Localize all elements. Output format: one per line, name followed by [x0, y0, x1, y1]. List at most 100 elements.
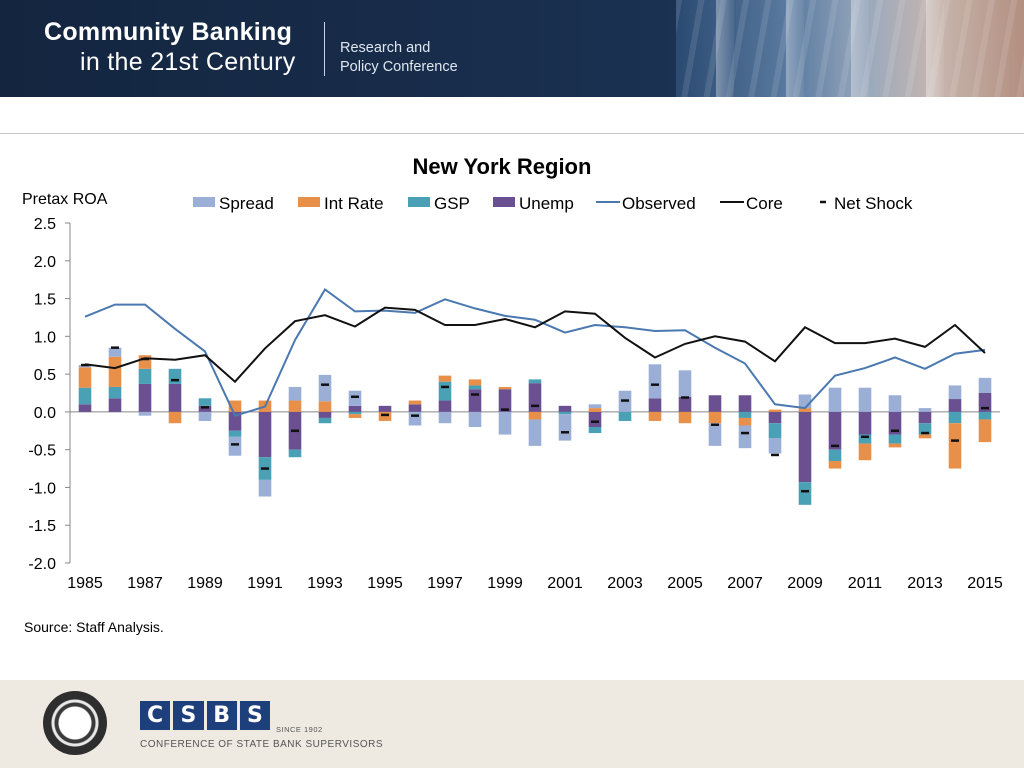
bar-int_rate [528, 411, 542, 420]
bar-unemp [228, 411, 242, 431]
legend-label-net_shock: Net Shock [834, 194, 913, 213]
bar-unemp [678, 396, 692, 412]
bar-unemp [498, 389, 512, 412]
chart-svg: New York Region Pretax ROA Source: Staff… [22, 154, 1003, 635]
bar-int_rate [678, 411, 692, 424]
x-tick-label: 2005 [667, 575, 703, 592]
x-tick-label: 2015 [967, 575, 1003, 592]
bar-unemp [738, 395, 752, 412]
bar-gsp [618, 411, 632, 421]
legend-item-net_shock: Net Shock [820, 194, 913, 213]
bar-spread [978, 377, 992, 393]
csbs-letter: C [140, 701, 171, 730]
bar-int_rate [948, 423, 962, 469]
bar-gsp [78, 387, 92, 405]
csbs-org-name: CONFERENCE OF STATE BANK SUPERVISORS [140, 739, 384, 750]
bar-gsp [438, 381, 452, 401]
bar-gsp [528, 379, 542, 384]
bar-spread [318, 374, 332, 402]
bar-int_rate [858, 443, 872, 461]
bar-gsp [768, 423, 782, 439]
legend-item-spread: Spread [193, 194, 274, 213]
y-tick-label: 1.5 [34, 292, 56, 309]
banner-divider [324, 22, 325, 76]
bar-unemp [318, 411, 332, 418]
bar-spread [768, 438, 782, 454]
csbs-logo: C S B S [140, 701, 270, 730]
bar-int_rate [78, 367, 92, 388]
bar-int_rate [348, 414, 362, 418]
bar-gsp [948, 411, 962, 424]
bar-unemp [138, 383, 152, 412]
legend-item-gsp: GSP [408, 194, 470, 213]
legend-item-int_rate: Int Rate [298, 194, 384, 213]
bar-unemp [378, 405, 392, 412]
bar-spread [288, 386, 302, 401]
x-tick-label: 1997 [427, 575, 463, 592]
bar-int_rate [438, 375, 452, 382]
banner-building-photo [676, 0, 1024, 97]
bar-int_rate [798, 408, 812, 412]
bar-unemp [558, 405, 572, 412]
x-tick-label: 1989 [187, 575, 223, 592]
bar-unemp [708, 395, 722, 412]
csbs-letter: S [173, 701, 204, 730]
bar-gsp [198, 398, 212, 406]
bar-unemp [528, 383, 542, 412]
line-core [84, 306, 986, 384]
y-tick-label: -1.0 [28, 480, 56, 497]
x-tick-label: 2001 [547, 575, 583, 592]
y-tick-label: 2.5 [34, 216, 56, 233]
bar-unemp [168, 383, 182, 412]
legend-swatch-gsp [408, 197, 430, 207]
line-observed [84, 288, 986, 417]
bar-spread [468, 411, 482, 427]
y-tick-label: -2.0 [28, 556, 56, 573]
banner-title-line2: in the 21st Century [80, 48, 296, 76]
bar-int_rate [648, 411, 662, 421]
legend-item-observed: Observed [596, 194, 696, 213]
bar-spread [948, 385, 962, 400]
bar-int_rate [738, 417, 752, 426]
y-tick-label: -1.5 [28, 518, 56, 535]
x-tick-label: 1993 [307, 575, 343, 592]
y-tick-label: 2.0 [34, 254, 56, 271]
bar-spread [108, 347, 122, 357]
legend-item-core: Core [720, 194, 783, 213]
bar-unemp [468, 389, 482, 412]
legend-label-spread: Spread [219, 194, 274, 213]
bar-spread [918, 408, 932, 412]
bar-spread [258, 479, 272, 497]
legend-label-gsp: GSP [434, 194, 470, 213]
bar-gsp [108, 386, 122, 399]
bar-int_rate [378, 411, 392, 421]
bar-unemp [948, 399, 962, 412]
bar-gsp [348, 411, 362, 415]
bar-gsp [888, 434, 902, 444]
y-tick-label: 0.5 [34, 367, 56, 384]
bar-spread [498, 411, 512, 435]
bar-spread [198, 411, 212, 421]
chart-title: New York Region [413, 154, 592, 179]
bar-unemp [588, 411, 602, 427]
bar-gsp [168, 368, 182, 384]
bar-spread [708, 423, 722, 446]
bar-int_rate [708, 411, 722, 424]
bar-int_rate [228, 400, 242, 412]
bar-spread [828, 387, 842, 412]
bar-spread [348, 390, 362, 406]
legend-swatch-unemp [493, 197, 515, 207]
csbs-since: SINCE 1902 [276, 725, 323, 734]
federal-reserve-seal-icon [43, 691, 107, 755]
bar-unemp [918, 411, 932, 424]
bar-int_rate [888, 443, 902, 448]
conference-banner: Community Banking in the 21st Century Re… [0, 0, 1024, 97]
bar-int_rate [768, 409, 782, 412]
bar-int_rate [408, 400, 422, 405]
bar-gsp [828, 449, 842, 461]
bar-gsp [558, 411, 572, 415]
bar-gsp [138, 368, 152, 384]
legend-label-observed: Observed [622, 194, 696, 213]
bar-int_rate [588, 408, 602, 412]
banner-title-line1: Community Banking [44, 18, 293, 46]
